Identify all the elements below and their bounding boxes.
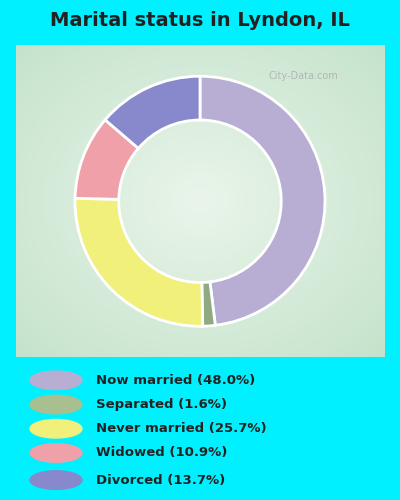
Circle shape bbox=[30, 420, 82, 438]
Wedge shape bbox=[105, 76, 200, 148]
Wedge shape bbox=[200, 76, 325, 326]
Wedge shape bbox=[75, 198, 203, 326]
Text: Divorced (13.7%): Divorced (13.7%) bbox=[96, 474, 225, 486]
Circle shape bbox=[30, 444, 82, 462]
Text: City-Data.com: City-Data.com bbox=[269, 72, 338, 82]
Circle shape bbox=[30, 471, 82, 490]
Circle shape bbox=[30, 396, 82, 414]
Text: Never married (25.7%): Never married (25.7%) bbox=[96, 422, 267, 435]
Text: Marital status in Lyndon, IL: Marital status in Lyndon, IL bbox=[50, 10, 350, 29]
Text: Now married (48.0%): Now married (48.0%) bbox=[96, 374, 255, 387]
Circle shape bbox=[30, 371, 82, 390]
Wedge shape bbox=[202, 282, 215, 326]
Text: Widowed (10.9%): Widowed (10.9%) bbox=[96, 446, 227, 460]
Wedge shape bbox=[75, 120, 138, 200]
Text: Separated (1.6%): Separated (1.6%) bbox=[96, 398, 227, 411]
